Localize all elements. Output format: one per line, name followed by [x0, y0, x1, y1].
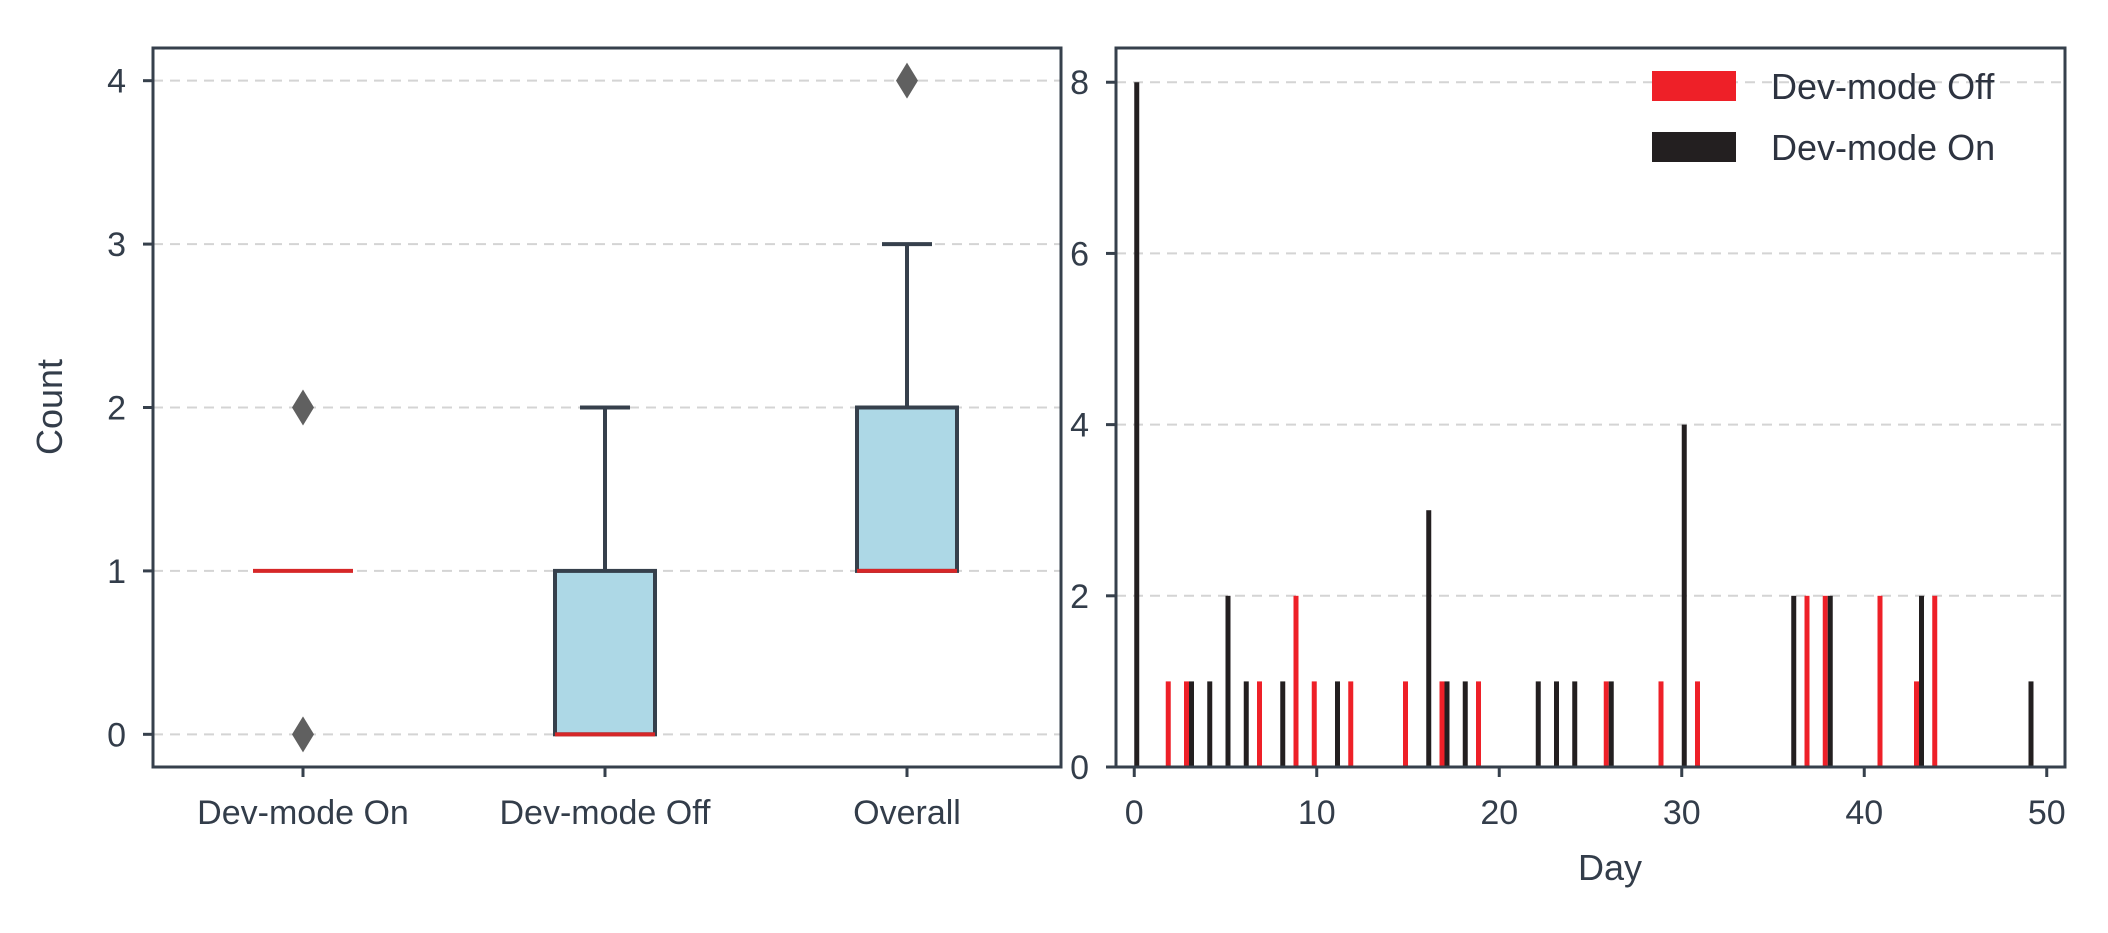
bar — [1681, 424, 1687, 767]
bar-chart-gridlines — [1116, 81, 2065, 597]
bar — [1608, 681, 1614, 767]
bar — [1439, 681, 1445, 767]
bar — [1280, 681, 1286, 767]
bar — [1822, 595, 1828, 767]
outlier-marker — [292, 716, 314, 753]
box-plot-marks — [253, 62, 959, 753]
bar — [1877, 595, 1883, 767]
y-tick-label: 4 — [107, 63, 126, 101]
plot-frame — [1114, 46, 2067, 769]
x-tick-label: 30 — [1663, 794, 1701, 832]
box-plot-chart: 0 1 2 3 4 Dev-mode On Dev-mode Off Overall Coun… — [29, 46, 1063, 832]
bar — [1932, 595, 1938, 767]
x-tick-label: 10 — [1298, 794, 1336, 832]
bar — [2028, 681, 2034, 767]
bar — [1165, 681, 1171, 767]
bar — [1695, 681, 1700, 767]
bar — [1919, 595, 1924, 767]
box-plot-y-axis-label: Count — [29, 359, 70, 455]
bar — [1293, 595, 1299, 767]
bar — [1184, 681, 1189, 767]
bar — [1572, 681, 1578, 767]
y-tick-label: 4 — [1070, 407, 1089, 445]
bar-chart-marks — [1134, 82, 2034, 767]
outlier-marker — [292, 389, 314, 426]
bar — [1257, 681, 1262, 767]
y-tick-label: 1 — [107, 553, 126, 591]
bar — [1335, 681, 1340, 767]
bar — [1348, 681, 1354, 767]
bar — [1444, 681, 1450, 767]
legend-label: Dev-mode Off — [1771, 66, 1995, 107]
x-tick-label: Dev-mode Off — [499, 794, 711, 832]
bar — [1827, 595, 1833, 767]
bar — [1914, 681, 1919, 767]
bar — [1243, 681, 1249, 767]
y-tick-label: 6 — [1070, 235, 1089, 273]
legend: Dev-mode Off Dev-mode On — [1652, 66, 1995, 168]
bar — [1804, 595, 1810, 767]
bar — [1476, 681, 1481, 767]
legend-label: Dev-mode On — [1771, 127, 1995, 168]
bar-chart-axes: 0 2 4 6 8 0 10 20 30 40 50 — [1070, 46, 2067, 832]
bar — [1225, 595, 1231, 767]
bar — [1189, 681, 1194, 767]
x-tick-label: Overall — [853, 794, 961, 832]
y-tick-label: 2 — [107, 390, 126, 428]
bar-chart-x-axis-label: Day — [1578, 847, 1642, 888]
y-tick-label: 0 — [1070, 749, 1089, 787]
bar — [1554, 681, 1559, 767]
outlier-marker — [896, 62, 918, 99]
y-tick-label: 2 — [1070, 578, 1089, 616]
x-tick-label: 40 — [1845, 794, 1883, 832]
bar — [1426, 510, 1432, 767]
bar — [1791, 595, 1797, 767]
bar — [1207, 681, 1213, 767]
bar — [1658, 681, 1664, 767]
box — [855, 405, 959, 573]
bar — [1311, 681, 1317, 767]
bar — [1403, 681, 1408, 767]
y-tick-label: 0 — [107, 716, 126, 754]
x-tick-label: 0 — [1125, 794, 1144, 832]
box — [553, 568, 657, 737]
x-tick-label: 50 — [2028, 794, 2066, 832]
box-plot-axes: 0 1 2 3 4 Dev-mode On Dev-mode Off Overall — [107, 46, 1063, 832]
legend-swatch — [1652, 71, 1736, 101]
y-tick-label: 8 — [1070, 64, 1089, 102]
legend-swatch — [1652, 132, 1736, 162]
x-tick-label: Dev-mode On — [197, 794, 409, 832]
bar — [1134, 82, 1140, 767]
bar — [1603, 681, 1609, 767]
bar — [1462, 681, 1468, 767]
y-tick-label: 3 — [107, 226, 126, 264]
bar — [1535, 681, 1541, 767]
x-tick-label: 20 — [1480, 794, 1518, 832]
